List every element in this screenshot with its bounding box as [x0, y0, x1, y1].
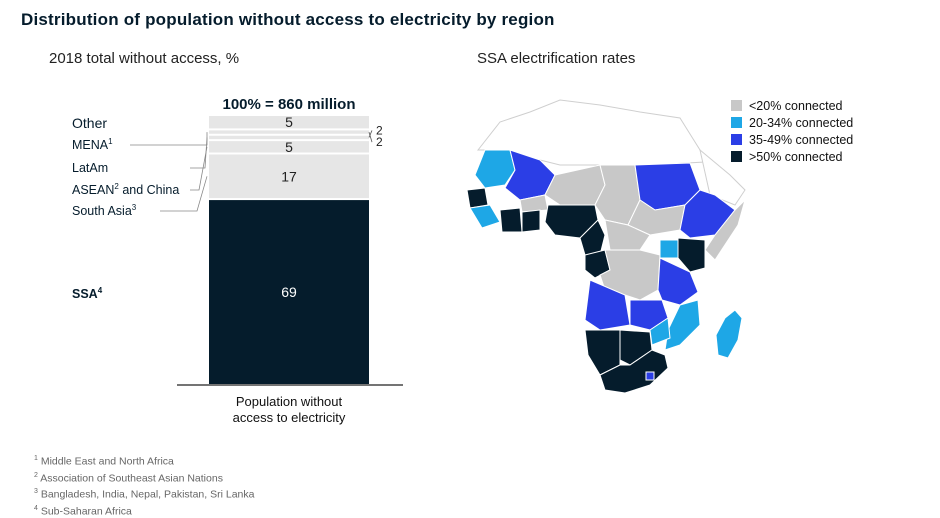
legend-swatch-over-50 [731, 151, 742, 162]
footnote-2-text: Association of Southeast Asian Nations [40, 472, 223, 484]
map-niger [545, 165, 605, 205]
map-uganda [660, 240, 678, 258]
legend-swatch-20-34 [731, 117, 742, 128]
map-legend: <20% connected 20-34% connected 35-49% c… [731, 97, 853, 165]
footnote-2: 2 Association of Southeast Asian Nations [34, 469, 254, 486]
footnotes: 1 Middle East and North Africa 2 Associa… [34, 452, 254, 518]
map-mozambique [665, 300, 700, 350]
legend-label-35-49: 35-49% connected [749, 133, 853, 147]
map-cote-divoire [500, 208, 522, 232]
map-madagascar [716, 310, 742, 358]
footnote-3-text: Bangladesh, India, Nepal, Pakistan, Sri … [41, 489, 255, 501]
legend-label-under-20: <20% connected [749, 99, 842, 113]
legend-label-over-50: >50% connected [749, 150, 842, 164]
footnote-3: 3 Bangladesh, India, Nepal, Pakistan, Sr… [34, 485, 254, 502]
map-kenya [678, 238, 705, 272]
legend-label-20-34: 20-34% connected [749, 116, 853, 130]
legend-item-20-34: 20-34% connected [731, 114, 853, 131]
map-senegal [467, 188, 488, 208]
map-lesotho [646, 372, 654, 380]
legend-swatch-under-20 [731, 100, 742, 111]
legend-item-under-20: <20% connected [731, 97, 853, 114]
legend-swatch-35-49 [731, 134, 742, 145]
footnote-4: 4 Sub-Saharan Africa [34, 502, 254, 518]
footnote-3-num: 3 [34, 488, 38, 495]
footnote-1-text: Middle East and North Africa [41, 456, 174, 468]
legend-item-over-50: >50% connected [731, 148, 853, 165]
footnote-4-text: Sub-Saharan Africa [41, 505, 132, 517]
footnote-4-num: 4 [34, 505, 38, 512]
footnote-2-num: 2 [34, 472, 38, 479]
legend-item-35-49: 35-49% connected [731, 131, 853, 148]
map-guinea [470, 205, 500, 228]
footnote-1-num: 1 [34, 455, 38, 462]
footnote-1: 1 Middle East and North Africa [34, 452, 254, 469]
map-ghana [522, 210, 540, 232]
